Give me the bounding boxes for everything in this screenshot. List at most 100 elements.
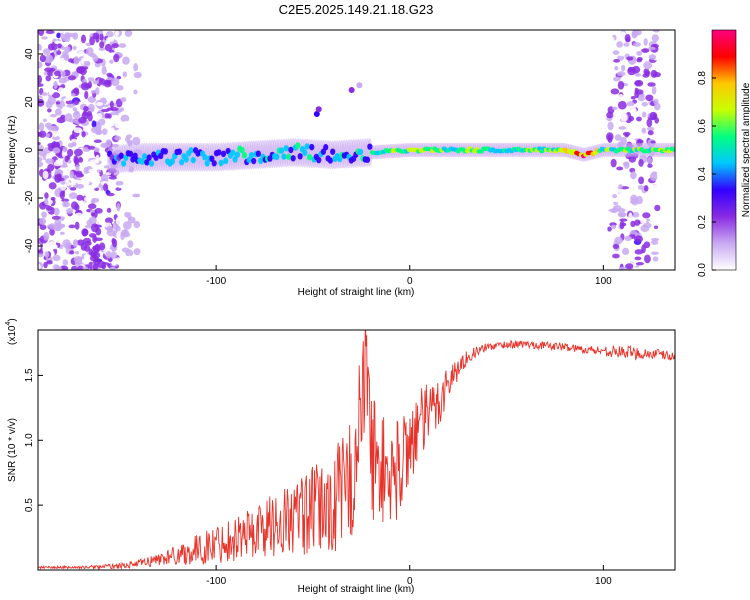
snr-xlabel: Height of straight line (km) <box>298 584 415 595</box>
spectrogram-cell <box>148 160 155 167</box>
spectrogram-cell <box>84 137 93 142</box>
spectrogram-cell <box>72 239 78 248</box>
spectrogram-cell <box>45 75 52 82</box>
spectrogram-cell <box>204 160 210 167</box>
spectrogram-cell <box>636 57 643 61</box>
spectrogram-cell <box>105 217 113 224</box>
spectrogram-cell <box>53 80 58 89</box>
snr-multiplier-base: (x10 <box>7 325 18 345</box>
spectrogram-cell <box>628 66 633 73</box>
spectrogram-cell <box>234 151 241 158</box>
spectrogram-cell <box>607 226 612 232</box>
spectrogram-cell <box>66 104 75 108</box>
spectrogram-cell <box>61 70 66 78</box>
spectrogram-cell <box>73 56 80 65</box>
spectrogram-cell <box>218 159 224 167</box>
spectrogram-xtick-label: 0 <box>407 276 413 287</box>
spectrogram-cell <box>241 152 247 159</box>
spectrogram-cell <box>121 232 131 238</box>
spectrogram-cell <box>87 77 95 82</box>
spectrogram-cell <box>631 197 639 206</box>
spectrogram-cell <box>40 136 49 144</box>
spectrogram-cell <box>119 107 124 112</box>
spectrogram-cell <box>613 76 621 82</box>
spectrogram-cell <box>46 260 53 265</box>
spectrogram-cell <box>110 107 119 112</box>
spectrogram-cell <box>78 157 84 163</box>
spectrogram-cell <box>83 105 89 112</box>
spectrogram-cell <box>634 219 641 226</box>
spectrogram-cell <box>618 94 624 100</box>
spectrogram-cell <box>56 32 61 39</box>
spectrogram-cell <box>114 122 122 129</box>
spectrogram-cell <box>69 187 77 191</box>
spectrogram-cell <box>94 129 103 136</box>
spectrogram-cell <box>109 100 114 109</box>
spectrogram-cell <box>640 93 645 99</box>
colorbar-scale <box>711 29 737 271</box>
spectrogram-cell <box>644 254 651 264</box>
spectrogram-cell <box>126 103 132 109</box>
spectrogram-cell <box>110 266 116 270</box>
spectrogram-cell <box>66 208 74 214</box>
spectrogram-cell <box>90 223 99 233</box>
spectrogram-cell <box>91 120 97 128</box>
spectrogram-ticks: -100 0 100 -40 -20 0 20 40 <box>24 48 612 287</box>
spectrogram-cell <box>632 42 641 47</box>
spectrogram-cell <box>607 121 614 131</box>
spectrogram-cell <box>613 184 619 190</box>
spectrogram-cell <box>617 100 627 110</box>
spectrogram-cell <box>619 112 628 122</box>
spectrogram-cell <box>223 157 229 165</box>
spectrogram-cell <box>647 46 656 51</box>
spectrogram-cell <box>41 92 48 96</box>
spectrogram-cell <box>652 71 662 78</box>
spectrogram-cell <box>38 263 41 270</box>
spectrogram-cell <box>95 35 100 43</box>
colorbar-tick-label: 0.6 <box>697 119 708 133</box>
spectrogram-cell <box>45 158 55 165</box>
spectrogram-cell <box>132 206 141 215</box>
spectrogram-cell <box>44 198 49 206</box>
spectrogram-cell <box>96 101 104 107</box>
spectrogram-cell <box>620 47 626 56</box>
spectrogram-cell <box>628 212 633 221</box>
spectrogram-cell <box>75 183 85 189</box>
spectrogram-cell <box>110 251 118 259</box>
spectrogram-cell <box>50 68 56 72</box>
spectrogram-cell <box>295 142 301 149</box>
spectrogram-cell <box>62 146 68 153</box>
spectrogram-cell <box>100 134 105 142</box>
spectrogram-cell <box>38 156 43 162</box>
spectrogram-cell <box>51 135 61 141</box>
spectrogram-cell <box>283 145 289 152</box>
spectrogram-cell <box>634 87 639 94</box>
spectrogram-cell <box>57 177 65 182</box>
spectrogram-xtick-label: 100 <box>595 276 612 287</box>
spectrogram-cell <box>110 111 118 116</box>
spectrogram-cell <box>626 101 635 107</box>
spectrogram-cell <box>635 262 644 266</box>
spectrogram-cell <box>316 156 322 164</box>
spectrogram-cell <box>643 61 653 70</box>
spectrogram-cell <box>304 143 310 150</box>
spectrogram-cell <box>124 30 133 37</box>
spectrogram-cell <box>113 53 120 63</box>
spectrogram-cell <box>230 149 236 157</box>
spectrogram-cell <box>220 150 227 158</box>
spectrogram-cell <box>608 208 617 213</box>
spectrogram-cell <box>127 150 134 157</box>
spectrogram-cell <box>623 42 630 47</box>
spectrogram-cell <box>38 253 44 258</box>
spectrogram-cell <box>634 80 642 86</box>
spectrogram-cell <box>612 253 620 259</box>
spectrogram-cell <box>64 155 69 163</box>
spectrogram-cell <box>621 255 630 259</box>
spectrogram-cell <box>91 172 100 177</box>
spectrogram-cell <box>81 258 90 265</box>
spectrogram-cell <box>115 216 124 225</box>
spectrogram-cell <box>83 60 91 67</box>
spectrogram-cell <box>635 131 644 138</box>
spectrogram-cell <box>100 181 110 186</box>
spectrogram-cell <box>44 54 54 64</box>
